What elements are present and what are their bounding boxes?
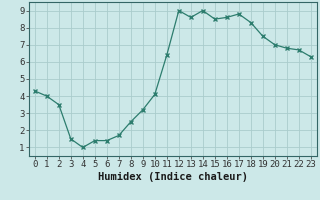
X-axis label: Humidex (Indice chaleur): Humidex (Indice chaleur) (98, 172, 248, 182)
